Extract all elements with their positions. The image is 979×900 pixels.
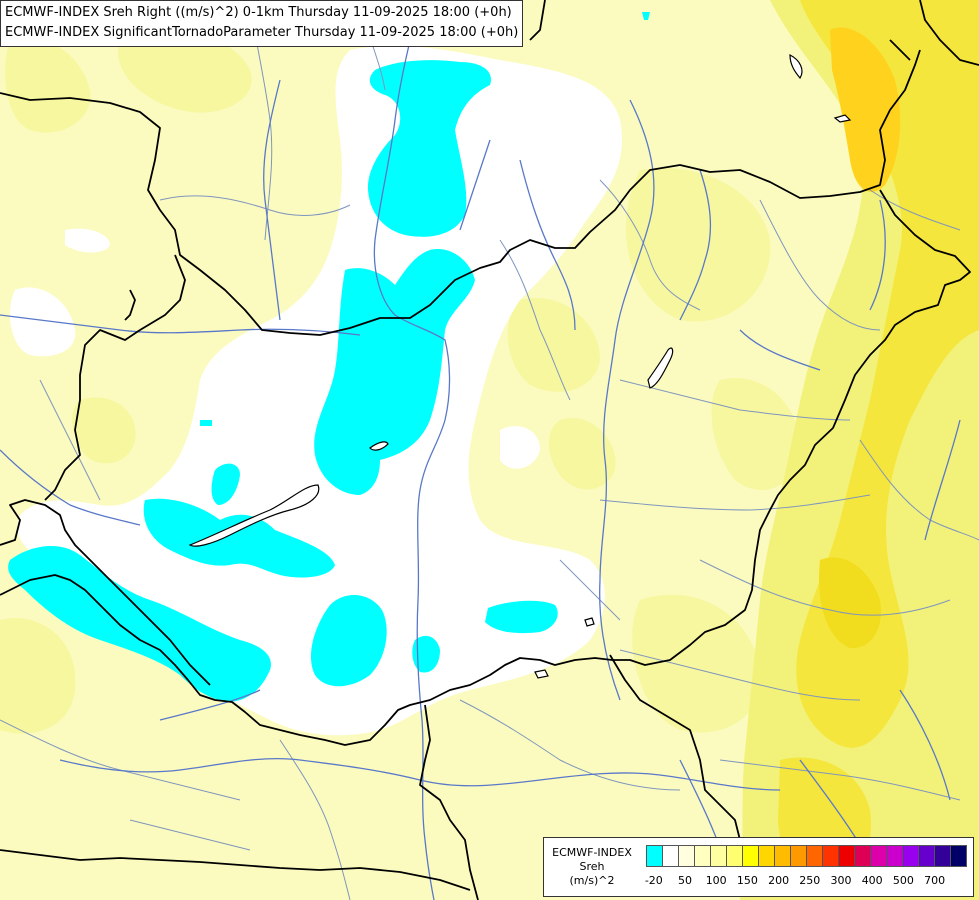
- legend-swatch: [790, 845, 807, 867]
- legend-tick-label: 700: [924, 874, 946, 887]
- legend-swatch: [678, 845, 695, 867]
- legend-unit: (m/s)^2: [569, 874, 615, 887]
- legend-swatch: [646, 845, 663, 867]
- legend-tick-label: 200: [768, 874, 790, 887]
- legend-model: ECMWF-INDEX: [552, 846, 632, 859]
- lake-north-east: [789, 54, 803, 80]
- map-title-box: ECMWF-INDEX Sreh Right ((m/s)^2) 0-1km T…: [0, 0, 524, 47]
- lake-tisza: [647, 347, 674, 389]
- legend-swatches: [646, 845, 967, 867]
- legend-label: ECMWF-INDEX Sreh (m/s)^2: [548, 846, 636, 888]
- legend-swatch: [886, 845, 903, 867]
- legend-swatch: [870, 845, 887, 867]
- legend-swatch: [742, 845, 759, 867]
- legend-swatch: [774, 845, 791, 867]
- legend-swatch: [822, 845, 839, 867]
- sreh-white-areas: [10, 45, 622, 736]
- lake-balaton: [188, 484, 320, 547]
- legend-tick-label: 150: [736, 874, 758, 887]
- lake-small-3: [534, 669, 549, 679]
- sreh-light-yellow-areas: [0, 30, 800, 734]
- legend-swatch: [918, 845, 935, 867]
- lake-small-1: [833, 114, 852, 123]
- legend-swatch: [854, 845, 871, 867]
- lake-velence: [369, 441, 389, 451]
- legend-param: Sreh: [579, 860, 605, 873]
- title-stp: ECMWF-INDEX SignificantTornadoParameter …: [5, 25, 519, 40]
- legend-swatch: [726, 845, 743, 867]
- legend-tick-label: 250: [799, 874, 821, 887]
- legend-swatch: [902, 845, 919, 867]
- legend-tick-label: 50: [678, 874, 692, 887]
- legend-tick-label: 100: [705, 874, 727, 887]
- legend-swatch: [758, 845, 775, 867]
- legend-tick-label: 400: [861, 874, 883, 887]
- legend-swatch: [662, 845, 679, 867]
- legend-swatch: [710, 845, 727, 867]
- legend-swatch: [806, 845, 823, 867]
- legend-tick-label: -20: [644, 874, 663, 887]
- title-sreh: ECMWF-INDEX Sreh Right ((m/s)^2) 0-1km T…: [5, 5, 512, 20]
- legend-tick-label: 300: [830, 874, 852, 887]
- legend-ticks: -20 50 100 150 200 250 300 400 500 700: [644, 874, 966, 890]
- legend-tick-label: 500: [892, 874, 914, 887]
- lake-small-2: [584, 617, 595, 627]
- legend-swatch: [694, 845, 711, 867]
- legend-swatch: [838, 845, 855, 867]
- legend-swatch: [950, 845, 967, 867]
- legend-swatch: [934, 845, 951, 867]
- lakes: [188, 54, 852, 679]
- color-legend: ECMWF-INDEX Sreh (m/s)^2 -20 50 100 150 200 2…: [543, 837, 974, 897]
- sreh-cyan-areas: [8, 12, 650, 702]
